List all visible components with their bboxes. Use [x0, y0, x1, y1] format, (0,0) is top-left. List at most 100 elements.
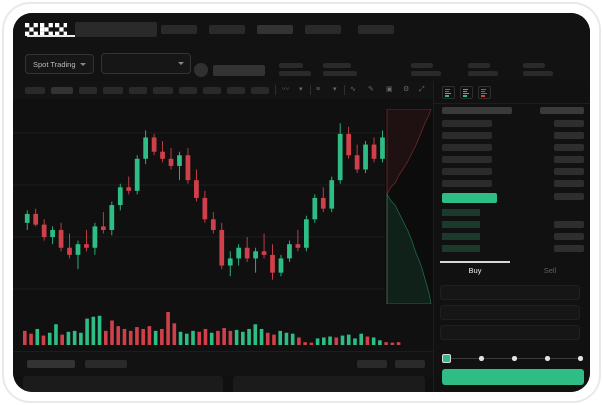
- nav-item-1[interactable]: [161, 25, 197, 34]
- place-buy-order-button[interactable]: [442, 369, 584, 385]
- snapshot-camera-icon[interactable]: ▣: [386, 86, 393, 93]
- depth-ask-area: [386, 109, 432, 304]
- nav-item-2[interactable]: [209, 25, 245, 34]
- order-total-field[interactable]: [440, 325, 580, 340]
- toolbar-divider: [310, 85, 311, 95]
- bottom-action-1[interactable]: [357, 360, 387, 368]
- volume-histogram: [23, 312, 401, 345]
- orderbook-row[interactable]: [442, 221, 480, 228]
- chart-type-dropdown-icon[interactable]: ▾: [299, 86, 303, 93]
- orderbook-row-size: [554, 156, 584, 163]
- orderbook-row-size: [554, 144, 584, 151]
- top-navigation-bar: [13, 13, 590, 46]
- orderbook-row-size: [554, 120, 584, 127]
- orderbook-row[interactable]: [442, 180, 492, 187]
- orderbook-mode-bids[interactable]: [460, 86, 473, 99]
- tab-order-history[interactable]: [85, 360, 127, 368]
- search-input[interactable]: [75, 22, 157, 37]
- orderbook-row[interactable]: [442, 132, 492, 139]
- orderbook-row[interactable]: [442, 156, 492, 163]
- orderbook-row[interactable]: [442, 245, 480, 252]
- bottom-panel-left[interactable]: [23, 376, 223, 392]
- stat-24h-low: [468, 63, 498, 79]
- slider-handle[interactable]: [442, 354, 451, 363]
- bottom-panels: [13, 376, 433, 392]
- order-price-field[interactable]: [440, 285, 580, 300]
- interval-button-2[interactable]: [51, 87, 73, 94]
- price-chart-panel[interactable]: [13, 99, 433, 351]
- stat-value: [468, 71, 498, 76]
- chevron-down-icon: [79, 62, 86, 66]
- layout-dropdown-icon[interactable]: ▾: [333, 86, 337, 93]
- coin-avatar-icon: [194, 63, 208, 77]
- chart-gridlines: [13, 132, 433, 290]
- orderbook-rows[interactable]: [434, 105, 590, 255]
- stat-value: [279, 71, 311, 76]
- stat-label: [523, 63, 545, 68]
- candle-series: [24, 116, 428, 280]
- app-screen: Spot Trading: [13, 13, 590, 392]
- stat-value: [411, 71, 441, 76]
- orderbook-row[interactable]: [442, 233, 480, 240]
- order-amount-field[interactable]: [440, 305, 580, 320]
- interval-button-1[interactable]: [25, 87, 45, 94]
- orderbook-row-size: [554, 168, 584, 175]
- tab-sell[interactable]: Sell: [543, 266, 557, 275]
- orderbook-row[interactable]: [442, 144, 492, 151]
- slider-stop-50[interactable]: [512, 356, 517, 361]
- chart-settings-gear-icon[interactable]: ⚙: [403, 86, 410, 93]
- interval-button-5[interactable]: [129, 87, 147, 94]
- orderbook-row[interactable]: [442, 209, 480, 216]
- compare-dropdown-icon[interactable]: ≡: [316, 86, 321, 93]
- nav-item-5[interactable]: [358, 25, 394, 34]
- nav-item-3[interactable]: [257, 25, 293, 34]
- stat-24h-high: [323, 63, 357, 79]
- stat-24h-volume: [411, 63, 441, 79]
- trading-pair-select[interactable]: [101, 53, 191, 74]
- orderbook-mode-both[interactable]: [442, 86, 455, 99]
- interval-button-9[interactable]: [227, 87, 245, 94]
- interval-button-7[interactable]: [179, 87, 197, 94]
- orderbook-column-header-left: [442, 107, 512, 114]
- orderbook-mode-asks[interactable]: [478, 86, 491, 99]
- toolbar-divider: [275, 85, 276, 95]
- tab-open-orders[interactable]: [27, 360, 75, 368]
- buy-sell-tabs: Buy Sell: [434, 259, 590, 283]
- spot-trading-dropdown[interactable]: Spot Trading: [25, 54, 94, 74]
- orderbook-header-divider: [434, 103, 590, 104]
- interval-button-3[interactable]: [79, 87, 97, 94]
- stat-label: [411, 63, 433, 68]
- stat-value: [523, 71, 553, 76]
- candlestick-chart[interactable]: [13, 99, 433, 304]
- slider-stop-25[interactable]: [479, 356, 484, 361]
- bottom-action-2[interactable]: [395, 360, 425, 368]
- slider-stop-75[interactable]: [545, 356, 550, 361]
- tab-buy[interactable]: Buy: [468, 266, 482, 275]
- interval-button-8[interactable]: [203, 87, 221, 94]
- depth-chart-overlay: [385, 109, 433, 304]
- amount-percent-slider[interactable]: [442, 353, 584, 363]
- interval-button-6[interactable]: [153, 87, 173, 94]
- indicators-dropdown-icon[interactable]: 〰: [282, 86, 289, 93]
- orderbook-trade-panel: Buy Sell: [433, 81, 590, 392]
- orderbook-column-header-right: [540, 107, 584, 114]
- orderbook-row-size: [554, 221, 584, 228]
- spot-trading-label: Spot Trading: [33, 59, 76, 69]
- interval-button-10[interactable]: [251, 87, 269, 94]
- fullscreen-icon[interactable]: ⤢: [419, 86, 425, 93]
- drawing-pencil-icon[interactable]: ✎: [368, 86, 374, 93]
- okx-logo[interactable]: [25, 23, 67, 36]
- orderbook-row[interactable]: [442, 120, 492, 127]
- orderbook-row-size: [554, 245, 584, 252]
- active-tab-indicator: [440, 261, 510, 263]
- depth-bid-area: [386, 192, 432, 304]
- nav-item-4[interactable]: [305, 25, 341, 34]
- device-frame: Spot Trading: [4, 4, 599, 401]
- orderbook-row[interactable]: [442, 168, 492, 175]
- interval-button-4[interactable]: [103, 87, 123, 94]
- orderbook-row-size: [554, 233, 584, 240]
- stat-label: [323, 63, 351, 68]
- bottom-panel-right[interactable]: [233, 376, 425, 392]
- slider-stop-100[interactable]: [578, 356, 583, 361]
- trend-line-icon[interactable]: ∿: [350, 86, 356, 93]
